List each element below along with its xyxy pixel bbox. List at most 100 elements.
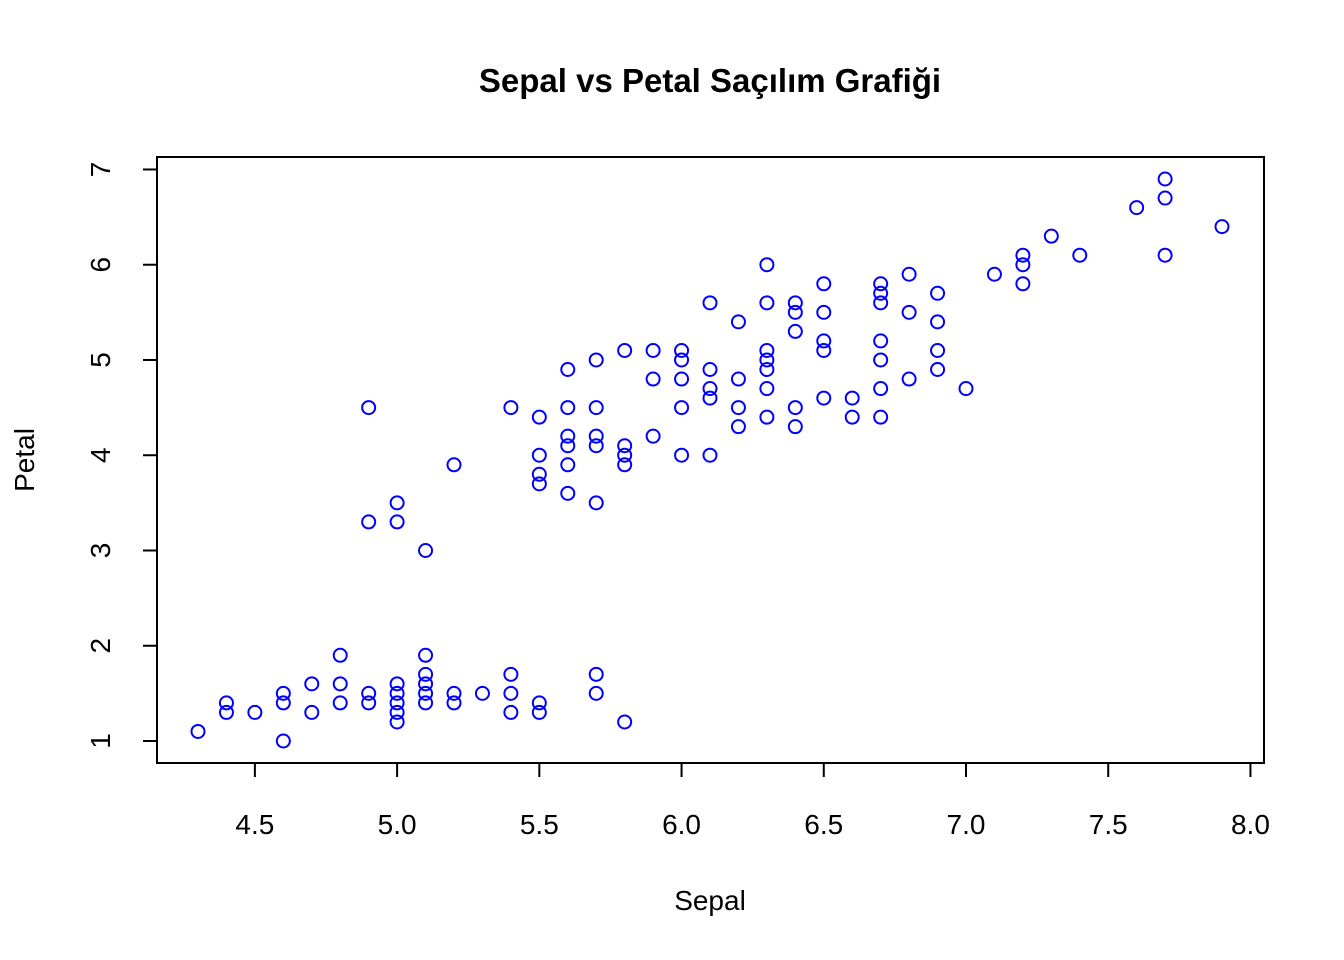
data-point [361,685,377,701]
data-point [503,666,519,682]
y-tick-label: 3 [85,543,116,559]
data-point [702,295,718,311]
data-point [389,704,405,720]
data-point [844,390,860,406]
data-point [1157,247,1173,263]
data-point [617,714,633,730]
data-point [304,704,320,720]
y-tick-label: 7 [85,162,116,178]
data-point [531,466,547,482]
data-point [702,381,718,397]
data-point [986,266,1002,282]
data-point [1157,190,1173,206]
data-point [560,362,576,378]
data-point [873,409,889,425]
data-point [787,400,803,416]
data-point [588,438,604,454]
data-point [531,447,547,463]
data-point [645,371,661,387]
data-point [730,400,746,416]
data-point [560,457,576,473]
data-point [617,447,633,463]
data-point [816,304,832,320]
data-point [418,647,434,663]
data-point [588,352,604,368]
data-point [531,409,547,425]
data-point [873,352,889,368]
data-point [873,295,889,311]
data-point [759,342,775,358]
data-point [930,314,946,330]
data-point [958,381,974,397]
data-point [389,714,405,730]
x-tick-label: 7.5 [1089,809,1128,840]
data-point [674,352,690,368]
data-point [446,457,462,473]
data-point [361,695,377,711]
data-point [816,333,832,349]
data-point [389,495,405,511]
data-point [787,304,803,320]
data-point [816,276,832,292]
x-tick-label: 8.0 [1231,809,1270,840]
chart-title: Sepal vs Petal Saçılım Grafiği [479,62,941,99]
data-point [759,409,775,425]
data-point [617,438,633,454]
data-point [418,685,434,701]
data-point [873,285,889,301]
data-point [389,685,405,701]
data-point [730,371,746,387]
data-point [389,514,405,530]
data-point [503,704,519,720]
data-point [247,704,263,720]
data-point [218,704,234,720]
data-point [702,362,718,378]
x-axis-label: Sepal [674,885,746,916]
data-point [531,704,547,720]
data-point [901,266,917,282]
data-points [190,171,1230,749]
data-point [873,333,889,349]
data-point [1015,276,1031,292]
data-point [560,438,576,454]
data-point [873,276,889,292]
data-point [702,390,718,406]
data-point [787,295,803,311]
data-point [560,400,576,416]
data-point [588,428,604,444]
data-point [418,695,434,711]
data-point [332,676,348,692]
data-point [617,342,633,358]
data-point [930,342,946,358]
data-point [787,323,803,339]
y-tick-label: 2 [85,638,116,654]
data-point [218,695,234,711]
data-point [1157,171,1173,187]
data-point [275,733,291,749]
y-tick-label: 4 [85,447,116,463]
data-point [588,495,604,511]
y-tick-label: 5 [85,352,116,368]
data-point [190,723,206,739]
data-point [730,419,746,435]
data-point [418,542,434,558]
data-point [759,362,775,378]
data-point [873,381,889,397]
x-tick-label: 5.5 [520,809,559,840]
data-point [588,666,604,682]
x-tick-label: 7.0 [947,809,986,840]
data-point [418,676,434,692]
data-point [930,285,946,301]
data-point [674,447,690,463]
data-point [1072,247,1088,263]
data-point [674,342,690,358]
data-point [588,400,604,416]
data-point [560,428,576,444]
data-point [787,419,803,435]
x-tick-label: 5.0 [378,809,417,840]
data-point [503,400,519,416]
data-point [446,695,462,711]
data-point [1129,200,1145,216]
data-point [275,695,291,711]
plot-frame [156,156,1265,764]
